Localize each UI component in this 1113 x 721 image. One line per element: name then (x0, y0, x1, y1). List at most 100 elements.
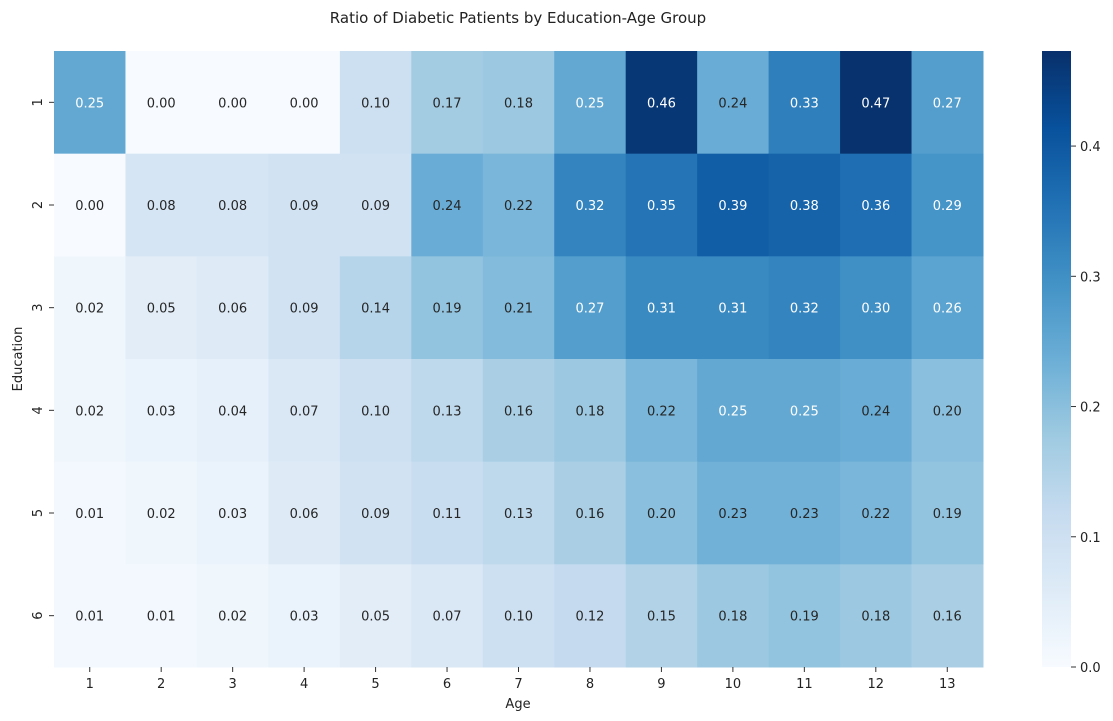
cell-value-label: 0.19 (790, 610, 819, 625)
cell-value-label: 0.00 (147, 96, 176, 111)
cell-value-label: 0.22 (861, 507, 890, 522)
cell-value-label: 0.23 (790, 507, 819, 522)
cell-value-label: 0.22 (504, 199, 533, 214)
cell-value-label: 0.15 (647, 610, 676, 625)
x-tick-label: 5 (371, 677, 379, 692)
heatmap-cell (196, 51, 269, 155)
heatmap-cell (482, 564, 555, 668)
heatmap-cell (411, 461, 484, 565)
heatmap-cell (911, 564, 984, 668)
x-tick-label: 6 (443, 677, 451, 692)
cell-value-label: 0.33 (790, 96, 819, 111)
heatmap-cell (554, 359, 627, 463)
cell-value-label: 0.20 (933, 404, 962, 419)
cell-value-label: 0.02 (75, 404, 104, 419)
heatmap-cell (554, 461, 627, 565)
heatmap-cell (625, 256, 698, 360)
cell-value-label: 0.46 (647, 96, 676, 111)
cell-value-label: 0.06 (218, 302, 247, 317)
heatmap-cell (125, 256, 198, 360)
chart-title: Ratio of Diabetic Patients by Education-… (330, 9, 706, 27)
cell-value-label: 0.26 (933, 302, 962, 317)
y-tick-label: 6 (31, 612, 46, 620)
cell-value-label: 0.18 (504, 96, 533, 111)
heatmap-cell (125, 359, 198, 463)
heatmap-cell (268, 256, 341, 360)
x-tick-label: 7 (514, 677, 522, 692)
heatmap-cells: 0.25 0.00 0.00 0.00 0.10 0.17 0.18 0.25 0.46 0.24… (54, 51, 984, 668)
heatmap-cell (411, 153, 484, 257)
colorbar (1042, 51, 1071, 667)
cell-value-label: 0.06 (290, 507, 319, 522)
heatmap-cell (411, 359, 484, 463)
heatmap-cell (840, 51, 913, 155)
heatmap-cell (125, 153, 198, 257)
cell-value-label: 0.35 (647, 199, 676, 214)
cell-value-label: 0.31 (718, 302, 747, 317)
x-tick-label: 2 (157, 677, 165, 692)
y-tick-label: 1 (31, 98, 46, 106)
cell-value-label: 0.16 (575, 507, 604, 522)
heatmap-cell (697, 153, 770, 257)
x-axis-ticks: 1 2 3 4 5 6 7 8 9 10 11 12 13 (86, 667, 956, 692)
heatmap-cell (840, 359, 913, 463)
cell-value-label: 0.16 (933, 610, 962, 625)
heatmap-cell (554, 256, 627, 360)
heatmap-cell (911, 256, 984, 360)
cell-value-label: 0.25 (790, 404, 819, 419)
y-tick-label: 5 (31, 509, 46, 517)
heatmap-cell (268, 153, 341, 257)
heatmap-cell (482, 359, 555, 463)
heatmap-cell (554, 153, 627, 257)
heatmap-cell (625, 359, 698, 463)
colorbar-tick-label: 0.3 (1080, 270, 1101, 285)
heatmap-cell (768, 359, 841, 463)
cell-value-label: 0.10 (361, 404, 390, 419)
heatmap-cell (339, 564, 412, 668)
colorbar-tick-label: 0.4 (1080, 140, 1101, 155)
cell-value-label: 0.47 (861, 96, 890, 111)
y-tick-label: 3 (31, 304, 46, 312)
heatmap-cell (482, 461, 555, 565)
cell-value-label: 0.03 (290, 610, 319, 625)
cell-value-label: 0.25 (75, 96, 104, 111)
cell-value-label: 0.01 (75, 610, 104, 625)
heatmap-cell (911, 461, 984, 565)
colorbar-tick-label: 0.0 (1080, 661, 1101, 676)
cell-value-label: 0.12 (575, 610, 604, 625)
heatmap-cell (268, 461, 341, 565)
heatmap-cell (125, 51, 198, 155)
heatmap-cell (840, 564, 913, 668)
heatmap-cell (339, 51, 412, 155)
cell-value-label: 0.18 (861, 610, 890, 625)
heatmap-cell (196, 153, 269, 257)
x-tick-label: 9 (657, 677, 665, 692)
cell-value-label: 0.19 (933, 507, 962, 522)
heatmap-cell (625, 461, 698, 565)
colorbar-tick-label: 0.1 (1080, 531, 1101, 546)
cell-value-label: 0.08 (147, 199, 176, 214)
heatmap-cell (482, 153, 555, 257)
heatmap-cell (625, 153, 698, 257)
heatmap-cell (339, 256, 412, 360)
heatmap-cell (697, 359, 770, 463)
heatmap-cell (411, 256, 484, 360)
heatmap-cell (768, 153, 841, 257)
cell-value-label: 0.24 (433, 199, 462, 214)
heatmap-cell (54, 256, 126, 360)
heatmap-cell (54, 153, 126, 257)
cell-value-label: 0.24 (718, 96, 747, 111)
x-tick-label: 1 (86, 677, 94, 692)
heatmap-cell (196, 564, 269, 668)
cell-value-label: 0.09 (361, 199, 390, 214)
heatmap-cell (697, 51, 770, 155)
heatmap-cell (697, 564, 770, 668)
heatmap-cell (268, 359, 341, 463)
cell-value-label: 0.25 (575, 96, 604, 111)
colorbar-tick-label: 0.2 (1080, 401, 1101, 416)
cell-value-label: 0.01 (147, 610, 176, 625)
cell-value-label: 0.23 (718, 507, 747, 522)
cell-value-label: 0.09 (290, 302, 319, 317)
cell-value-label: 0.25 (718, 404, 747, 419)
cell-value-label: 0.04 (218, 404, 247, 419)
